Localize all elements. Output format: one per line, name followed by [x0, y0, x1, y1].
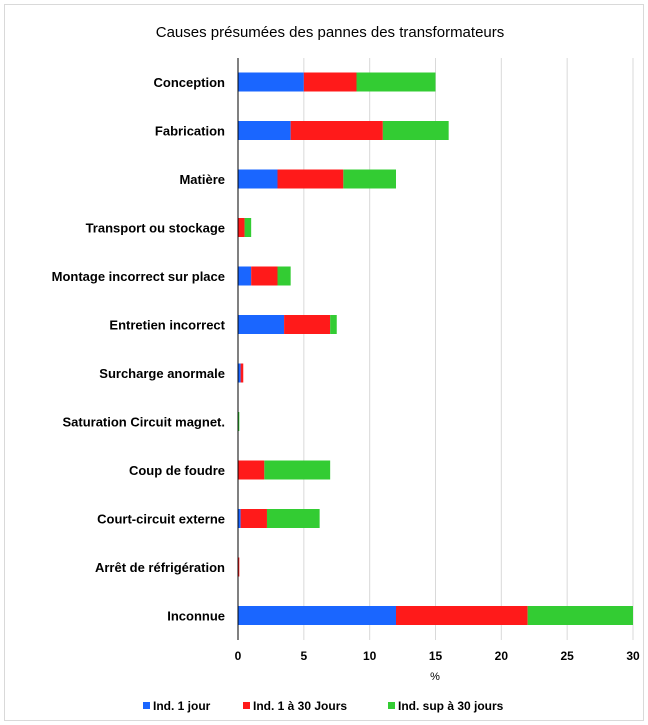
bar-segment [238, 315, 285, 334]
bar-segment [238, 509, 241, 528]
category-label: Fabrication [155, 124, 225, 139]
legend-label: Ind. 1 jour [153, 699, 211, 713]
bar-segment [244, 218, 252, 237]
bar-segment [240, 363, 244, 383]
bar-segment [266, 509, 320, 528]
category-label: Inconnue [167, 609, 225, 624]
bar-segment [240, 509, 267, 528]
x-tick-label: 25 [560, 649, 574, 663]
category-label: Conception [154, 75, 226, 90]
category-label: Court-circuit externe [97, 512, 225, 527]
bar-segment [238, 72, 304, 92]
legend-swatch [388, 702, 395, 709]
chart-title: Causes présumées des pannes des transfor… [156, 24, 505, 41]
bar-segment [382, 121, 449, 140]
legend-label: Ind. sup à 30 jours [398, 699, 504, 713]
x-tick-labels: 0 5 10 15 20 25 30 [235, 649, 640, 663]
category-label: Montage incorrect sur place [52, 269, 225, 284]
bar-segment [330, 315, 337, 334]
legend-swatch [243, 702, 250, 709]
bar-segment [238, 606, 396, 625]
bar-segment [277, 169, 344, 189]
bar-segment [238, 557, 240, 577]
bar-segment [356, 72, 436, 92]
x-tick-label: 5 [300, 649, 307, 663]
bar-segment [527, 606, 633, 625]
bar-segment [277, 266, 291, 286]
x-tick-label: 20 [495, 649, 509, 663]
x-axis-label: % [430, 671, 440, 683]
legend-label: Ind. 1 à 30 Jours [253, 699, 347, 713]
legend-swatch [143, 702, 150, 709]
category-label: Entretien incorrect [109, 318, 225, 333]
x-tick-label: 30 [626, 649, 640, 663]
bar-segment [303, 72, 357, 92]
bar-segment [238, 363, 241, 383]
bar-segment [290, 121, 383, 140]
category-label: Saturation Circuit magnet. [62, 415, 225, 430]
bars-group [238, 72, 633, 625]
bar-segment [238, 169, 278, 189]
category-label: Arrêt de réfrigération [95, 560, 225, 575]
category-label: Surcharge anormale [99, 366, 225, 381]
bar-segment [238, 412, 240, 431]
category-label: Coup de foudre [129, 463, 225, 478]
category-label: Matière [179, 172, 225, 187]
bar-segment [264, 460, 331, 480]
bar-segment [238, 218, 245, 237]
bar-segment [396, 606, 528, 625]
legend: Ind. 1 jour Ind. 1 à 30 Jours Ind. sup à 3… [143, 699, 504, 713]
bar-segment [238, 460, 265, 480]
bar-segment [251, 266, 278, 286]
bar-segment [238, 266, 252, 286]
x-tick-label: 10 [363, 649, 377, 663]
grid-lines [303, 58, 634, 640]
category-labels: Conception Fabrication Matière Transport ou… [52, 75, 226, 624]
bar-segment [343, 169, 396, 189]
x-tick-label: 0 [235, 649, 242, 663]
bar-segment [238, 121, 291, 140]
bar-segment [284, 315, 331, 334]
category-label: Transport ou stockage [86, 221, 225, 236]
x-tick-label: 15 [429, 649, 443, 663]
